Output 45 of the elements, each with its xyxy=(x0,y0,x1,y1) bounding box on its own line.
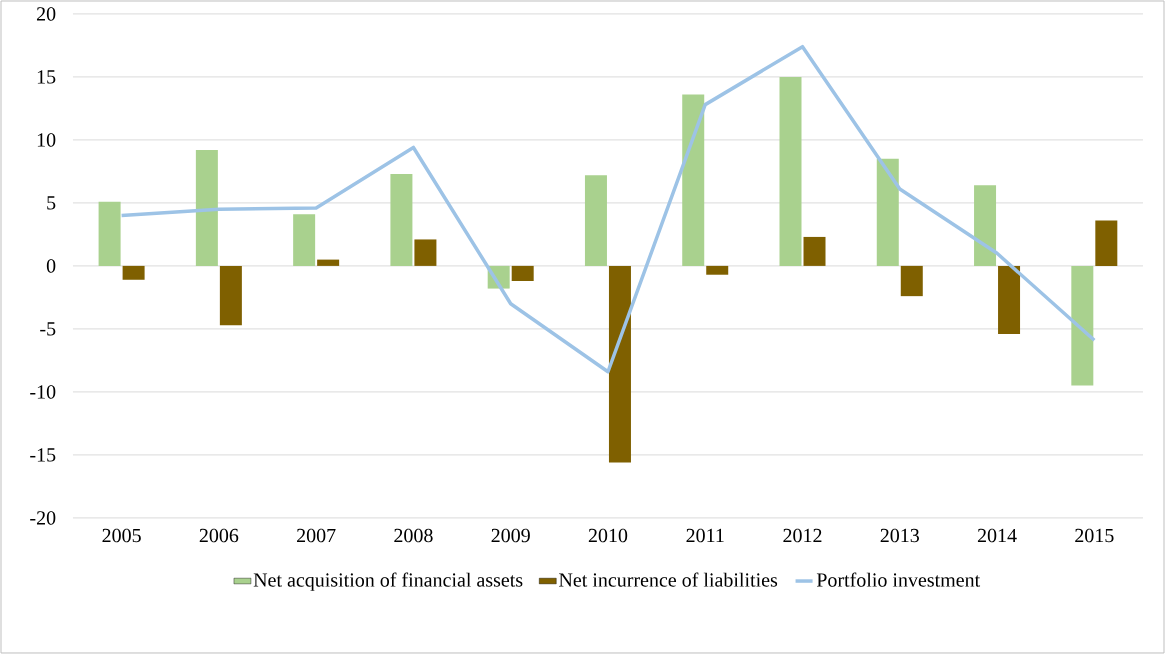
bar xyxy=(195,149,218,266)
bar xyxy=(608,265,631,463)
bar xyxy=(1095,220,1118,266)
bar xyxy=(998,265,1021,334)
x-tick-label: 2015 xyxy=(1075,528,1114,543)
legend-label: Portfolio investment xyxy=(816,572,981,587)
bar xyxy=(706,265,729,275)
y-tick-label: 0 xyxy=(46,259,56,273)
y-tick-label: -10 xyxy=(30,385,56,399)
bar xyxy=(876,158,899,266)
y-tick-label: -15 xyxy=(30,448,56,462)
bar xyxy=(682,94,705,266)
x-tick-label: 2014 xyxy=(977,528,1017,543)
x-tick-label: 2012 xyxy=(783,528,822,543)
bar xyxy=(974,185,997,266)
y-tick-label: 5 xyxy=(47,196,56,210)
y-tick-label: 15 xyxy=(37,70,56,84)
bar xyxy=(779,76,802,266)
x-tick-label: 2009 xyxy=(491,528,530,543)
y-tick-label: -20 xyxy=(30,511,56,525)
y-tick-label: 20 xyxy=(36,7,56,21)
bar xyxy=(317,259,340,266)
x-tick-label: 2013 xyxy=(880,528,919,543)
y-tick-label: -5 xyxy=(40,322,56,336)
bar xyxy=(98,201,121,266)
legend-label: Net acquisition of financial assets xyxy=(253,572,523,591)
x-tick-label: 2006 xyxy=(199,528,239,543)
bar xyxy=(511,265,534,282)
legend-label: Net incurrence of liabilities xyxy=(559,572,778,587)
x-tick-label: 2008 xyxy=(394,528,433,543)
bar xyxy=(122,265,145,280)
line-series xyxy=(119,44,1097,374)
bar xyxy=(390,173,413,266)
bar xyxy=(900,265,923,297)
x-tick-label: 2010 xyxy=(588,528,628,543)
bar xyxy=(293,214,316,266)
bar xyxy=(1071,265,1094,386)
x-tick-label: 2007 xyxy=(297,528,336,543)
x-tick-label: 2011 xyxy=(686,528,724,543)
bar xyxy=(414,239,437,266)
y-tick-label: 10 xyxy=(37,133,56,147)
bar xyxy=(584,175,607,266)
bar xyxy=(219,265,242,326)
x-tick-label: 2005 xyxy=(102,528,141,543)
bar xyxy=(803,236,826,266)
